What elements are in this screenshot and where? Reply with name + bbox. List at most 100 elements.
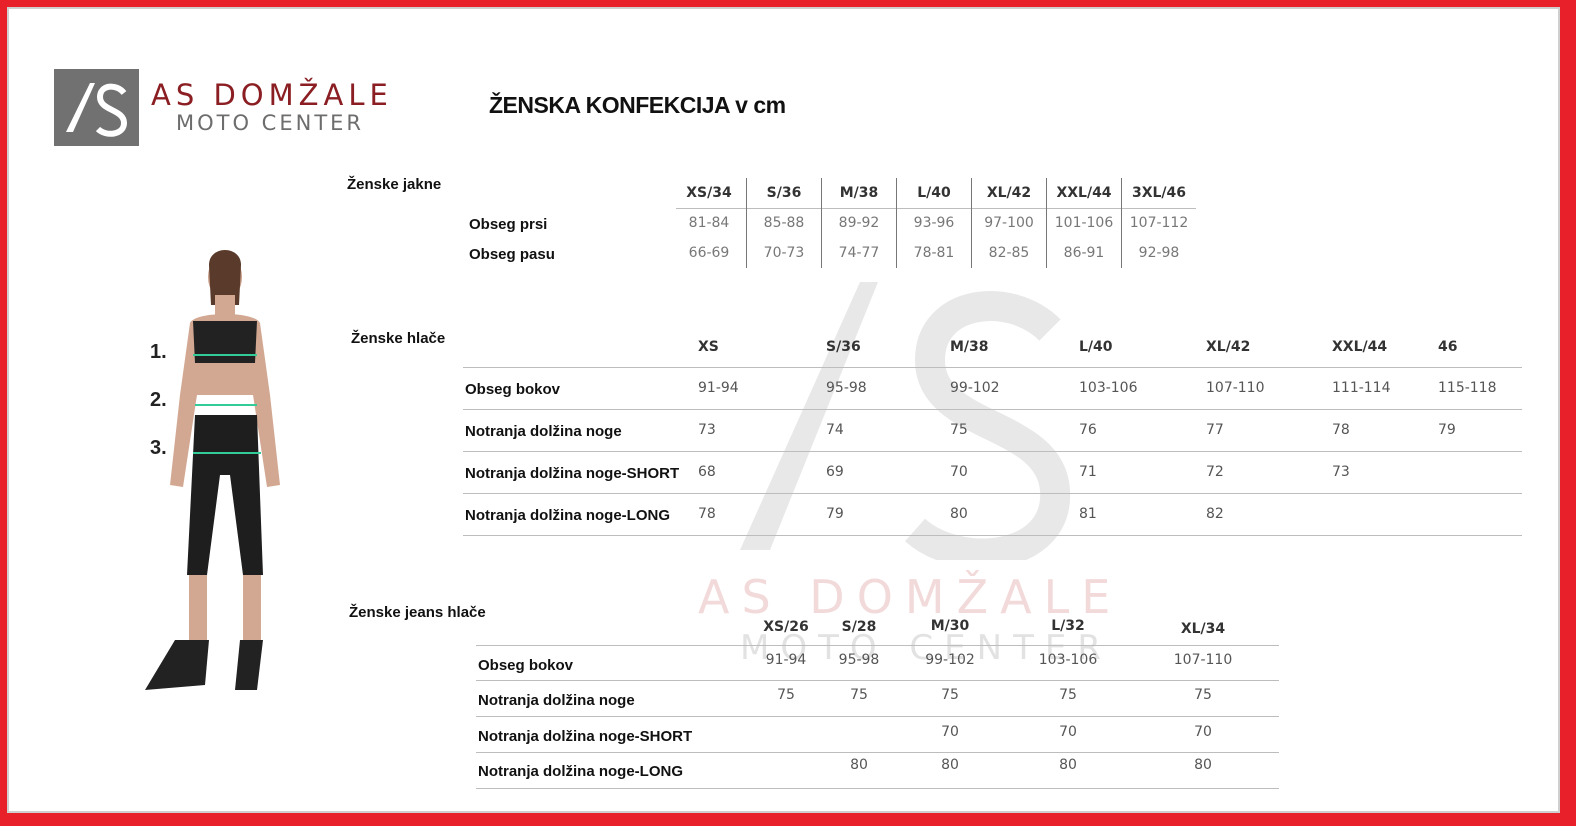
column-divider [821, 178, 822, 268]
size-header: S/36 [766, 185, 802, 201]
table-cell: 75 [941, 687, 959, 703]
table-cell: 81 [1079, 506, 1097, 522]
table-cell: 78-81 [913, 245, 955, 261]
row-divider [476, 788, 1279, 789]
table-cell: 70 [1059, 724, 1077, 740]
table-cell: 99-102 [950, 380, 1000, 396]
size-header: 46 [1438, 339, 1458, 355]
model-figure [145, 250, 280, 690]
size-header: L/32 [1051, 618, 1085, 634]
table-cell: 93-96 [913, 215, 955, 231]
size-header: XS/34 [686, 185, 732, 201]
table-cell: 80 [1194, 757, 1212, 773]
table-cell: 70 [1194, 724, 1212, 740]
table-cell: 75 [777, 687, 795, 703]
section-jackets: Ženske jakne [347, 176, 442, 193]
column-divider [746, 178, 747, 268]
size-header: 3XL/46 [1131, 185, 1187, 201]
page-title: ŽENSKA KONFEKCIJA v cm [489, 92, 786, 118]
table-cell: 86-91 [1063, 245, 1105, 261]
size-header: S/28 [841, 619, 877, 635]
size-header: XS [698, 339, 719, 355]
table-cell: 80 [950, 506, 968, 522]
size-header: L/40 [917, 185, 951, 201]
table-cell: 91-94 [765, 652, 807, 668]
size-header: M/38 [950, 339, 989, 355]
row-divider [463, 535, 1522, 536]
table-cell: 71 [1079, 464, 1097, 480]
table-cell: 66-69 [688, 245, 730, 261]
size-header: XL/34 [1180, 621, 1226, 637]
table-cell: 75 [1059, 687, 1077, 703]
brand-logo [54, 69, 139, 146]
marker-3: 3. [150, 437, 167, 459]
marker-2: 2. [150, 389, 167, 411]
table-cell: 75 [1194, 687, 1212, 703]
table-cell: 81-84 [688, 215, 730, 231]
row-label: Obseg pasu [469, 246, 555, 263]
table-cell: 91-94 [698, 380, 739, 396]
size-header: XL/42 [1206, 339, 1251, 355]
table-cell: 78 [1332, 422, 1350, 438]
table-cell: 103-106 [1038, 652, 1098, 668]
table-cell: 75 [850, 687, 868, 703]
size-header: XS/26 [763, 619, 809, 635]
table-cell: 95-98 [838, 652, 880, 668]
table-cell: 111-114 [1332, 380, 1391, 396]
row-label: Obseg bokov [478, 657, 574, 674]
table-cell: 95-98 [826, 380, 867, 396]
watermark-logo [740, 282, 1071, 560]
row-label: Notranja dolžina noge [478, 692, 635, 709]
brand-subtitle: MOTO CENTER [176, 111, 365, 135]
size-header: M/38 [839, 185, 879, 201]
table-cell: 97-100 [984, 215, 1034, 231]
column-divider [896, 178, 897, 268]
table-cell: 82 [1206, 506, 1224, 522]
size-header: XL/42 [986, 185, 1032, 201]
table-cell: 68 [698, 464, 716, 480]
size-header: XXL/44 [1332, 339, 1388, 355]
table-cell: 99-102 [925, 652, 975, 668]
row-divider [463, 409, 1522, 410]
table-cell: 82-85 [988, 245, 1030, 261]
table-cell: 73 [1332, 464, 1350, 480]
table-cell: 92-98 [1138, 245, 1180, 261]
marker-1: 1. [150, 341, 167, 363]
table-cell: 72 [1206, 464, 1224, 480]
table-cell: 73 [698, 422, 716, 438]
table-cell: 103-106 [1079, 380, 1138, 396]
size-header: XXL/44 [1056, 185, 1112, 201]
table-cell: 75 [950, 422, 968, 438]
table-cell: 107-112 [1129, 215, 1189, 231]
row-divider [476, 680, 1279, 681]
table-cell: 77 [1206, 422, 1224, 438]
row-divider [476, 645, 1279, 646]
table-cell: 80 [1059, 757, 1077, 773]
row-label: Notranja dolžina noge-LONG [465, 507, 670, 524]
row-label: Notranja dolžina noge-SHORT [465, 465, 680, 482]
table-cell: 115-118 [1438, 380, 1497, 396]
table-cell: 80 [850, 757, 868, 773]
jackets-header-rule [676, 208, 1196, 209]
table-cell: 70 [941, 724, 959, 740]
table-cell: 78 [698, 506, 716, 522]
table-cell: 79 [826, 506, 844, 522]
table-cell: 101-106 [1054, 215, 1114, 231]
size-header: S/36 [826, 339, 861, 355]
section-pants: Ženske hlače [351, 330, 446, 347]
row-divider [463, 493, 1522, 494]
row-divider [476, 752, 1279, 753]
row-divider [463, 367, 1522, 368]
row-label: Obseg bokov [465, 381, 561, 398]
table-cell: 85-88 [763, 215, 805, 231]
size-header: M/30 [930, 618, 970, 634]
table-cell: 70 [950, 464, 968, 480]
section-jeans: Ženske jeans hlače [349, 604, 486, 621]
column-divider [971, 178, 972, 268]
row-divider [476, 716, 1279, 717]
column-divider [1046, 178, 1047, 268]
brand-name: AS DOMŽALE [151, 78, 393, 112]
column-divider [1121, 178, 1122, 268]
size-header: L/40 [1079, 339, 1113, 355]
watermark-sub: MOTO CENTER [740, 628, 1112, 668]
